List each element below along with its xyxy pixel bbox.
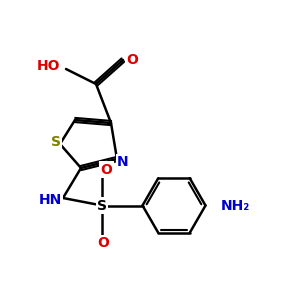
Text: S: S bbox=[97, 199, 107, 212]
Text: S: S bbox=[50, 136, 61, 149]
Text: HO: HO bbox=[37, 59, 60, 73]
Text: N: N bbox=[117, 155, 129, 169]
Text: O: O bbox=[100, 163, 112, 176]
Text: O: O bbox=[98, 236, 110, 250]
Text: NH₂: NH₂ bbox=[220, 199, 250, 212]
Text: HN: HN bbox=[38, 193, 61, 206]
Text: O: O bbox=[126, 53, 138, 67]
